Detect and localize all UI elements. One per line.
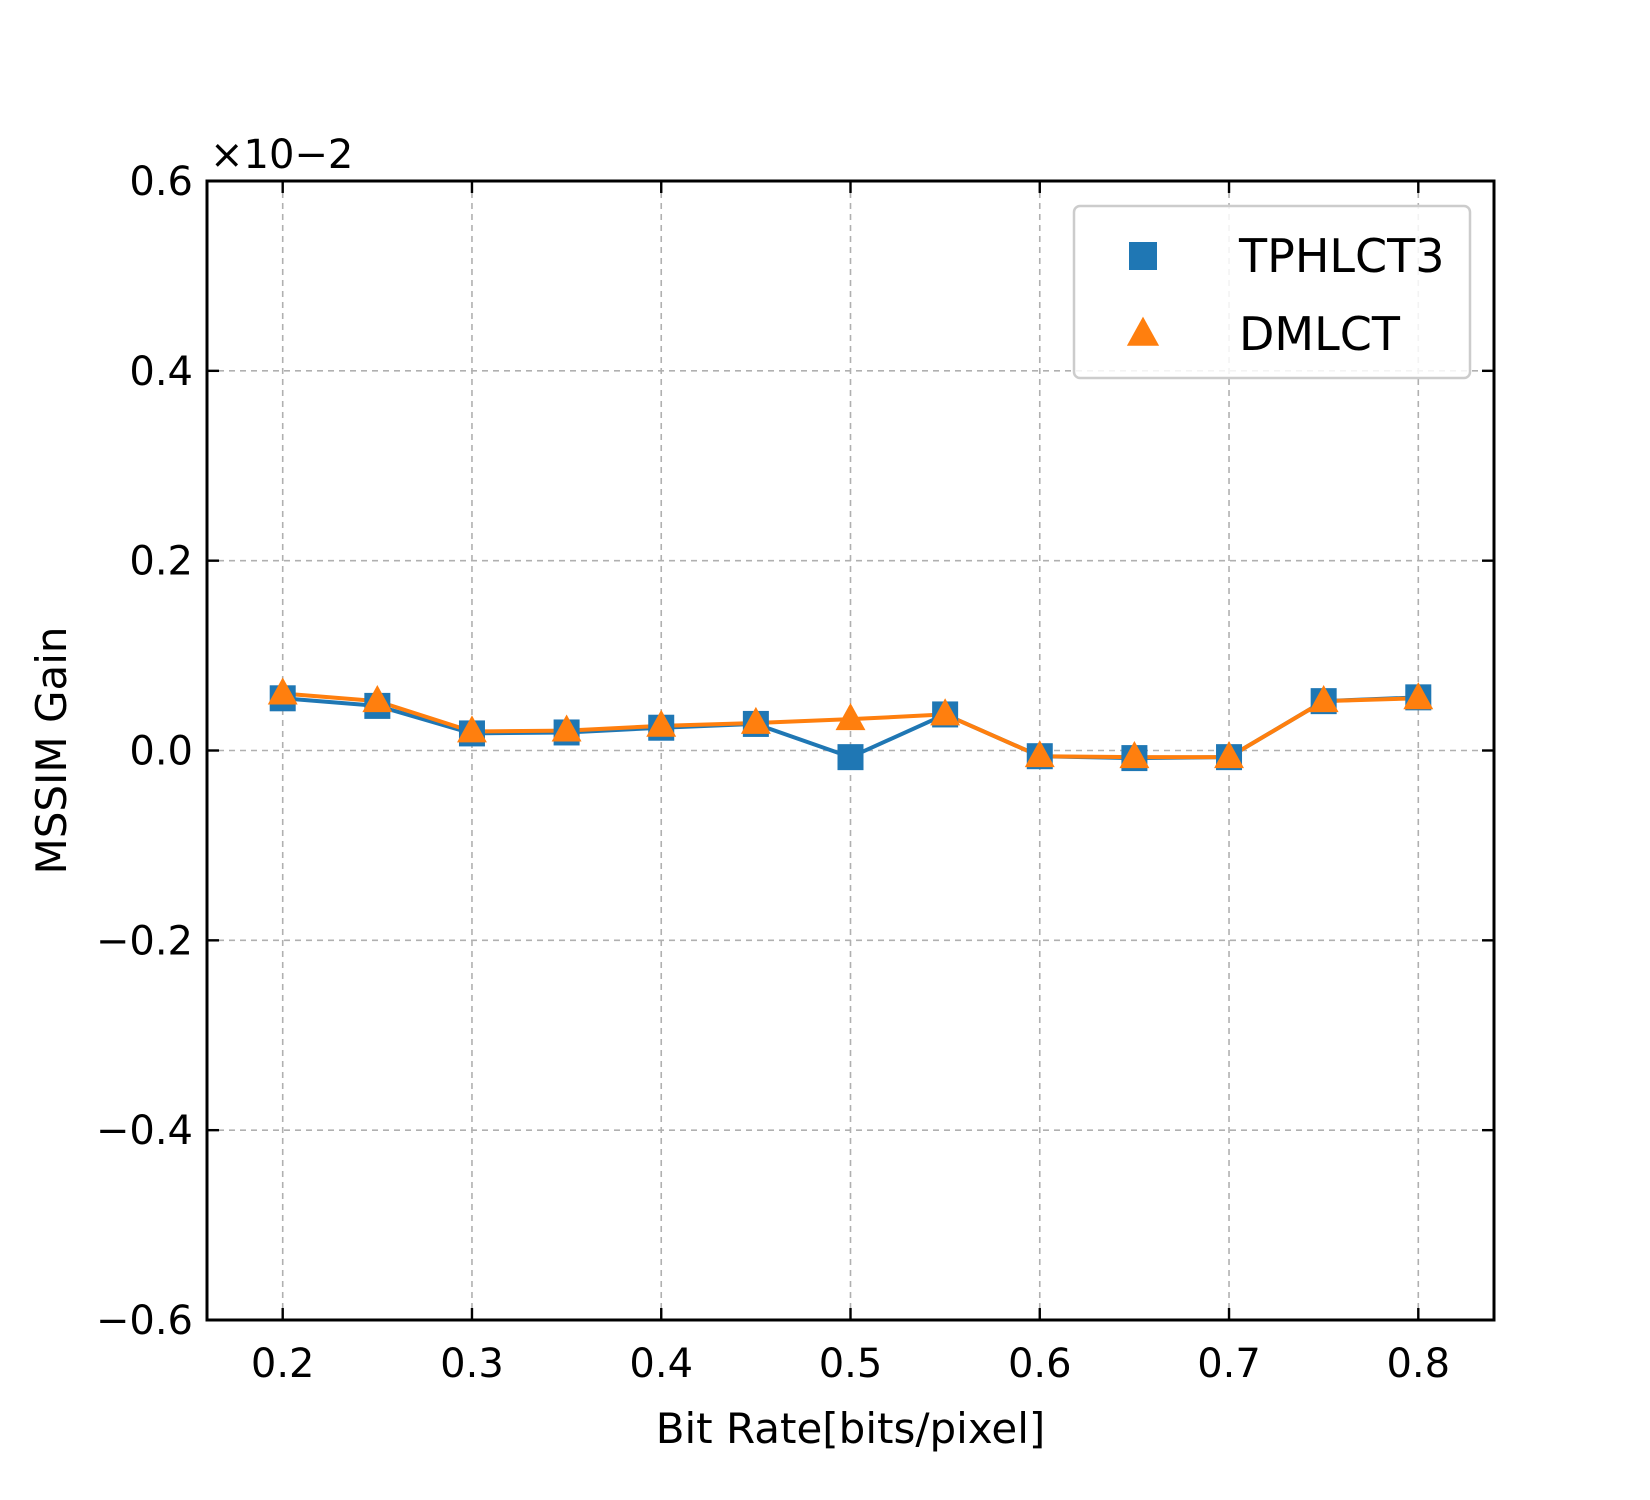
x-axis-label: Bit Rate[bits/pixel] — [656, 1404, 1046, 1453]
data-point-dmlct — [1024, 740, 1055, 768]
legend-label-tphlct3: TPHLCT3 — [1238, 229, 1445, 283]
y-axis-label: MSSIM Gain — [27, 626, 76, 874]
data-point-dmlct — [1214, 741, 1244, 769]
data-point-dmlct — [930, 698, 961, 726]
data-point-tphlct3 — [837, 744, 864, 771]
x-tick-label: 0.2 — [251, 1341, 315, 1387]
data-point-dmlct — [1119, 741, 1150, 769]
y-tick-label: 0.2 — [129, 539, 193, 585]
series-markers — [267, 677, 1434, 772]
y-tick-label: −0.4 — [96, 1108, 193, 1154]
y-tick-label: 0.4 — [129, 349, 193, 395]
x-tick-label: 0.7 — [1197, 1341, 1261, 1387]
x-tick-label: 0.5 — [819, 1341, 883, 1387]
data-point-dmlct — [740, 706, 771, 734]
y-tick-label: −0.6 — [96, 1298, 193, 1344]
y-tick-label: 0.6 — [129, 159, 193, 205]
x-tick-label: 0.3 — [440, 1341, 504, 1387]
legend: TPHLCT3 DMLCT — [1072, 204, 1472, 380]
x-tick-label: 0.4 — [629, 1341, 693, 1387]
data-point-dmlct — [835, 703, 866, 731]
y-tick-label: −0.2 — [96, 918, 193, 964]
tick-labels: 0.2 0.3 0.4 0.5 0.6 0.7 0.8 0.6 0.4 0.2 0.0 −0.2 −0.… — [96, 159, 1450, 1387]
y-scale-multiplier: ×10−2 — [210, 132, 353, 178]
legend-box — [1072, 204, 1472, 380]
data-point-dmlct — [457, 715, 487, 743]
data-point-dmlct — [551, 714, 582, 742]
x-tick-label: 0.6 — [1008, 1341, 1072, 1387]
legend-entries: TPHLCT3 DMLCT — [1126, 229, 1445, 361]
legend-label-dmlct: DMLCT — [1239, 307, 1401, 361]
x-tick-label: 0.8 — [1386, 1341, 1450, 1387]
legend-marker-tphlct3 — [1129, 242, 1157, 270]
data-point-dmlct — [646, 709, 677, 737]
axis-ticks — [207, 179, 1494, 1322]
data-point-dmlct — [267, 677, 298, 705]
y-tick-label: 0.0 — [129, 729, 193, 775]
legend-marker-dmlct — [1126, 316, 1160, 346]
data-point-dmlct — [1403, 682, 1434, 710]
data-point-dmlct — [362, 685, 393, 713]
data-point-dmlct — [1308, 685, 1339, 713]
